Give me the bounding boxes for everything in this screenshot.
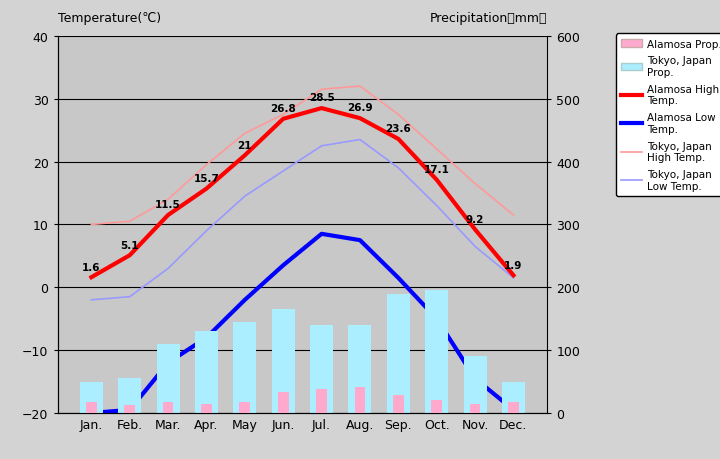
Bar [156,344,179,413]
Text: 5.1: 5.1 [120,240,139,250]
Text: 28.5: 28.5 [309,93,335,103]
Text: 26.9: 26.9 [347,103,373,113]
Legend: Alamosa Prop., Tokyo, Japan
Prop., Alamosa High
Temp., Alamosa Low
Temp., Tokyo,: Alamosa Prop., Tokyo, Japan Prop., Alamo… [616,34,720,196]
Text: 11.5: 11.5 [156,200,181,210]
Bar [387,294,410,413]
Bar [233,322,256,413]
Bar [86,402,96,413]
Bar [118,379,141,413]
Text: 17.1: 17.1 [424,165,449,175]
Bar [354,387,365,413]
Bar [271,309,294,413]
Text: 9.2: 9.2 [466,214,485,224]
Text: 15.7: 15.7 [194,174,220,184]
Bar [316,389,327,413]
Text: Temperature(℃): Temperature(℃) [58,12,161,25]
Bar [125,406,135,413]
Bar [508,402,519,413]
Text: Precipitation（mm）: Precipitation（mm） [430,12,547,25]
Bar [278,392,289,413]
Text: 26.8: 26.8 [270,104,296,114]
Text: 23.6: 23.6 [385,124,411,134]
Bar [502,382,525,413]
Text: 1.9: 1.9 [504,260,523,270]
Bar [426,291,449,413]
Bar [80,382,103,413]
Bar [195,331,218,413]
Bar [201,404,212,413]
Bar [240,402,251,413]
Bar [163,402,174,413]
Bar [393,396,404,413]
Bar [310,325,333,413]
Bar [469,404,480,413]
Text: 21: 21 [238,140,252,150]
Bar [348,325,372,413]
Bar [431,401,442,413]
Text: 1.6: 1.6 [82,262,101,272]
Bar [464,357,487,413]
